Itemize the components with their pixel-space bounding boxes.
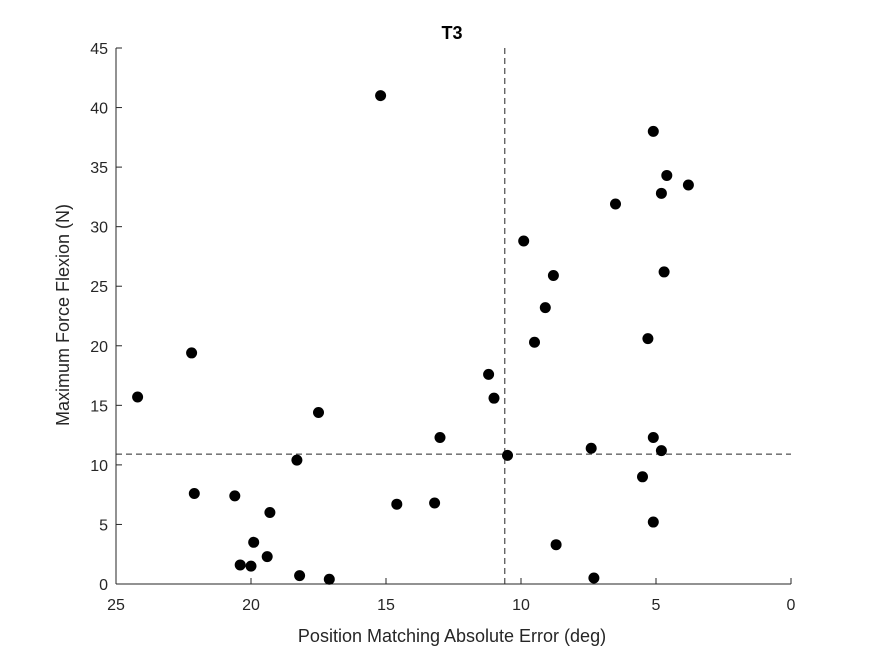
chart-title: T3 — [441, 23, 462, 43]
data-point — [682, 179, 694, 191]
y-tick-label: 25 — [90, 279, 108, 296]
data-point — [547, 270, 559, 282]
data-point — [234, 559, 246, 571]
data-point — [391, 498, 403, 510]
x-tick-label: 25 — [107, 597, 125, 614]
x-axis-label: Position Matching Absolute Error (deg) — [298, 626, 606, 646]
data-point — [186, 347, 198, 359]
data-point — [539, 302, 551, 314]
x-tick-label: 15 — [377, 597, 395, 614]
data-point — [294, 570, 306, 582]
x-tick-label: 10 — [512, 597, 530, 614]
data-point — [434, 431, 446, 443]
y-tick-label: 0 — [99, 577, 108, 594]
data-point — [264, 507, 276, 519]
data-point — [518, 235, 530, 247]
data-point — [323, 573, 335, 585]
data-point — [655, 445, 667, 457]
x-tick-label: 0 — [787, 597, 796, 614]
y-tick-label: 30 — [90, 220, 108, 237]
data-point — [647, 516, 659, 528]
data-point — [661, 169, 673, 181]
y-axis-label: Maximum Force Flexion (N) — [53, 204, 73, 426]
x-tick-label: 5 — [652, 597, 661, 614]
data-point — [658, 266, 670, 278]
data-point — [647, 431, 659, 443]
data-point — [642, 333, 654, 345]
data-point — [261, 551, 273, 563]
data-point — [585, 442, 597, 454]
data-point — [229, 490, 241, 502]
data-point — [248, 536, 260, 548]
data-point — [429, 497, 441, 509]
data-point — [637, 471, 648, 483]
y-tick-label: 10 — [90, 458, 108, 475]
data-point — [529, 336, 540, 348]
data-point — [550, 539, 562, 551]
data-point — [588, 572, 600, 584]
axes: 25 20 15 10 5 0 0 5 10 15 20 25 30 35 40 45 — [90, 41, 795, 614]
y-tick-label: 5 — [99, 517, 108, 534]
data-point — [647, 125, 659, 137]
data-point — [132, 391, 144, 403]
y-tick-label: 45 — [90, 41, 108, 58]
y-tick-label: 15 — [90, 398, 108, 415]
data-point — [610, 198, 621, 210]
data-point — [655, 187, 667, 199]
y-tick-label: 40 — [90, 101, 108, 118]
data-point — [245, 560, 257, 572]
data-point — [188, 487, 200, 499]
y-tick-label: 20 — [90, 339, 108, 356]
x-tick-label: 20 — [242, 597, 260, 614]
data-point — [375, 90, 387, 102]
data-point — [483, 368, 495, 380]
data-point — [502, 449, 513, 461]
data-point — [313, 406, 324, 418]
data-points — [132, 90, 694, 585]
data-point — [291, 454, 303, 466]
y-tick-label: 35 — [90, 160, 108, 177]
data-point — [488, 392, 500, 404]
reference-lines — [116, 48, 791, 584]
